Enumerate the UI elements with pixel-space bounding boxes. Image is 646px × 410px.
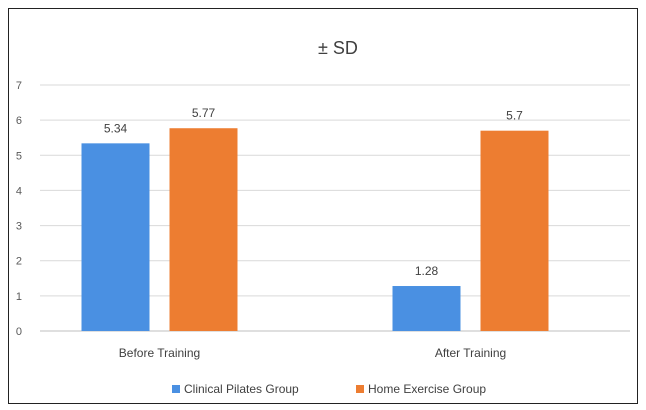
data-label: 5.7: [506, 109, 523, 123]
data-label: 5.77: [192, 106, 216, 120]
data-label: 1.28: [415, 264, 439, 278]
bar-clinical-pilates-group: [392, 286, 461, 331]
y-tick-label: 4: [16, 185, 22, 197]
y-tick-label: 5: [16, 150, 22, 162]
y-tick-label: 2: [16, 256, 22, 268]
data-label: 5.34: [104, 121, 128, 135]
bar-home-exercise-group: [169, 128, 238, 331]
y-axis-ticks: 0 1 2 3 4 5 6 7: [16, 80, 22, 338]
legend-label: Home Exercise Group: [368, 382, 486, 396]
y-tick-label: 3: [16, 221, 22, 233]
chart-title: ± SD: [318, 38, 358, 58]
y-tick-label: 7: [16, 80, 22, 92]
bar-home-exercise-group: [480, 130, 549, 331]
legend: Clinical Pilates Group Home Exercise Grou…: [172, 382, 486, 396]
legend-label: Clinical Pilates Group: [184, 382, 299, 396]
bar-clinical-pilates-group: [81, 143, 150, 331]
legend-swatch: [172, 385, 180, 393]
category-label: Before Training: [119, 346, 200, 360]
category-labels: Before Training After Training: [119, 346, 506, 360]
y-tick-label: 0: [16, 326, 22, 338]
y-tick-label: 1: [16, 291, 22, 303]
legend-swatch: [356, 385, 364, 393]
bars: [81, 128, 549, 331]
data-labels: 5.34 5.77 1.28 5.7: [104, 106, 523, 278]
y-tick-label: 6: [16, 115, 22, 127]
category-label: After Training: [435, 346, 506, 360]
